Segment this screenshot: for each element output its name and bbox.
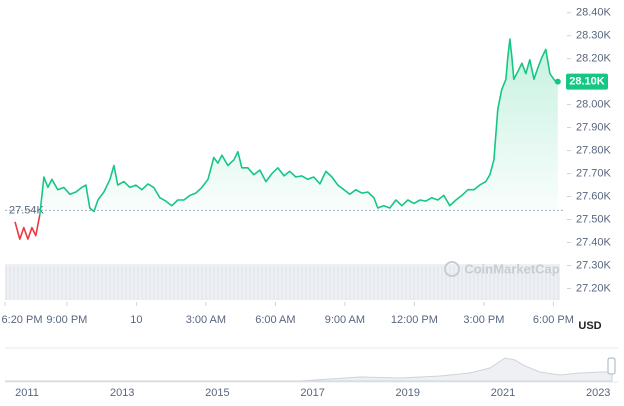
range-label: 2011: [15, 387, 39, 399]
price-line: [39, 38, 559, 215]
y-tick-label: 28.30K: [576, 30, 612, 42]
current-price-box: [566, 73, 608, 90]
x-tick-label: 6:20 PM: [2, 314, 43, 326]
range-label: 2023: [586, 387, 610, 399]
x-tick-label: 9:00 AM: [325, 314, 365, 326]
y-tick-label: 28.40K: [576, 7, 612, 19]
y-tick-label: 27.40K: [576, 236, 612, 248]
range-label: 2019: [396, 387, 420, 399]
y-tick-label: 27.30K: [576, 259, 612, 271]
currency-label: USD: [578, 320, 601, 332]
range-label: 2021: [491, 387, 515, 399]
watermark-logo: [444, 261, 460, 277]
y-tick-label: 27.20K: [576, 282, 612, 294]
price-line: [14, 214, 41, 240]
watermark: CoinMarketCap: [464, 261, 559, 276]
x-tick-label: 10: [130, 314, 142, 326]
area-fill: [39, 39, 558, 215]
y-tick-label: 27.70K: [576, 167, 612, 179]
current-price-label: 28.10K: [569, 76, 605, 88]
navigator-history: [5, 357, 613, 382]
x-tick-label: 6:00 PM: [533, 314, 574, 326]
navigator-handle[interactable]: [607, 357, 616, 375]
y-tick-label: 27.50K: [576, 213, 612, 225]
x-tick-label: 3:00 PM: [463, 314, 504, 326]
y-tick-label: 28.20K: [576, 53, 612, 65]
y-tick-label: 28.00K: [576, 99, 612, 111]
open-price-label: 27.54K: [9, 204, 45, 216]
x-tick-label: 9:00 PM: [46, 314, 87, 326]
y-tick-label: 27.90K: [576, 121, 612, 133]
range-label: 2013: [110, 387, 134, 399]
x-tick-label: 12:00 PM: [391, 314, 438, 326]
x-tick-label: 3:00 AM: [186, 314, 226, 326]
y-tick-label: 27.60K: [576, 190, 612, 202]
current-price-dot: [554, 78, 561, 85]
y-tick-label: 27.80K: [576, 144, 612, 156]
x-tick-label: 6:00 AM: [255, 314, 295, 326]
range-label: 2015: [205, 387, 229, 399]
range-label: 2017: [300, 387, 324, 399]
